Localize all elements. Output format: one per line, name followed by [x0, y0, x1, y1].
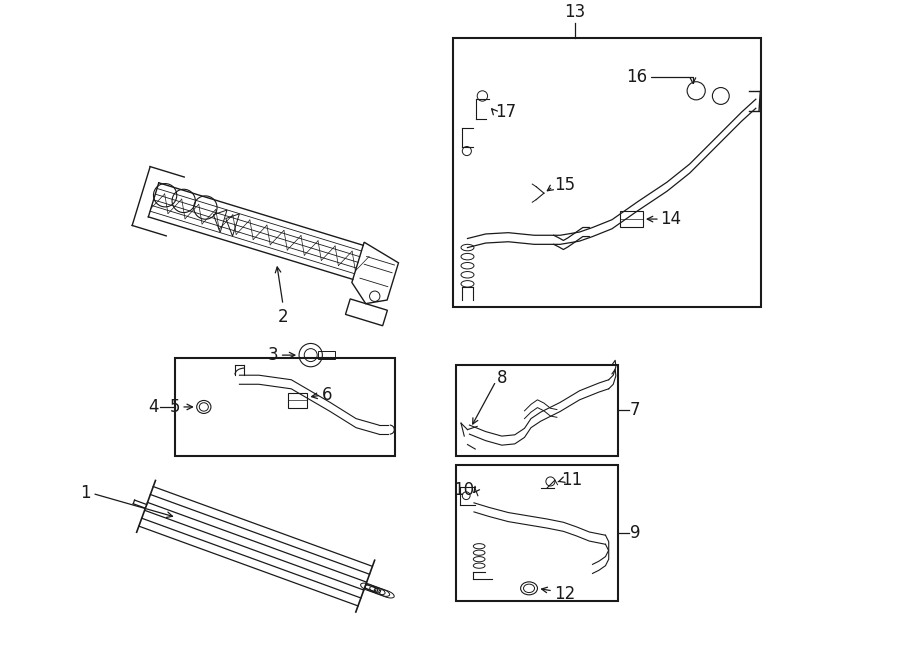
Bar — [456, 365, 618, 455]
Text: 2: 2 — [278, 308, 288, 326]
Text: 17: 17 — [495, 103, 517, 121]
Text: 14: 14 — [661, 210, 681, 228]
Text: 16: 16 — [626, 67, 648, 85]
Text: 8: 8 — [497, 369, 507, 387]
Bar — [456, 465, 618, 602]
Text: 15: 15 — [554, 176, 575, 194]
Text: 7: 7 — [630, 401, 641, 419]
Text: 13: 13 — [564, 3, 585, 21]
Bar — [620, 212, 643, 227]
Text: 9: 9 — [630, 524, 641, 542]
Text: 12: 12 — [554, 584, 575, 603]
Text: 6: 6 — [321, 386, 332, 405]
Bar — [175, 358, 395, 455]
Text: 3: 3 — [267, 346, 278, 364]
Text: 4: 4 — [148, 398, 158, 416]
Text: 11: 11 — [562, 471, 582, 488]
Text: 10: 10 — [454, 481, 474, 499]
Bar — [319, 351, 335, 359]
Text: 5: 5 — [169, 398, 180, 416]
Bar — [288, 393, 308, 408]
Bar — [454, 38, 761, 307]
Text: 1: 1 — [80, 485, 91, 502]
